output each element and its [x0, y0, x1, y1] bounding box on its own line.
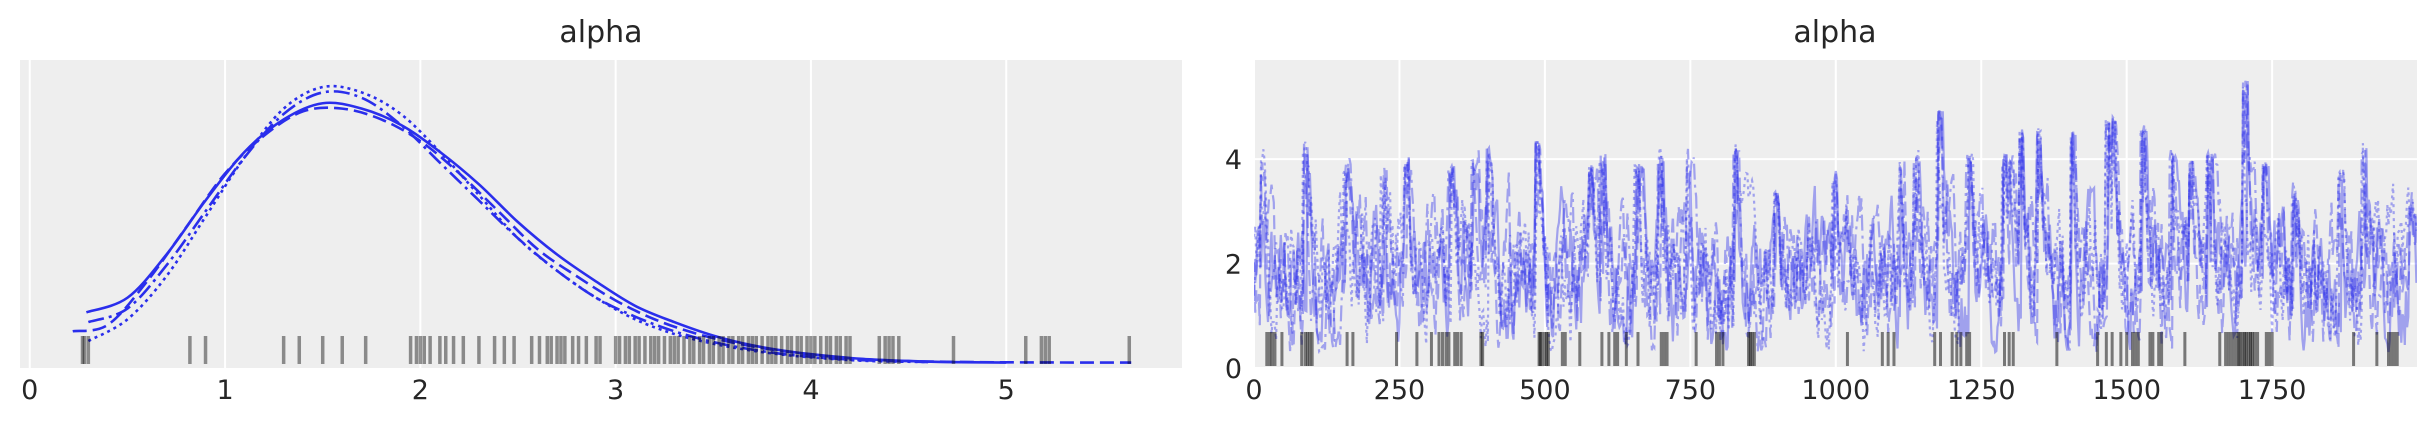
density-rug: [80, 336, 1132, 364]
trace-lines: [1254, 80, 2417, 356]
trace-y-tick-label: 4: [1225, 145, 1242, 176]
trace-chain-4: [1254, 81, 2417, 356]
trace-x-tick-label: 0: [1245, 375, 1262, 406]
density-curve-dotted: [87, 84, 929, 364]
density-gridlines: [28, 60, 1008, 368]
trace-x-tick-label: 250: [1374, 375, 1426, 406]
trace-y-tick-label: 0: [1225, 354, 1242, 385]
density-curve-dashdot: [87, 90, 929, 364]
density-x-tick-label: 4: [802, 375, 819, 406]
trace-x-tick-label: 1750: [2238, 375, 2307, 406]
trace-x-tick-label: 1500: [2092, 375, 2161, 406]
trace-y-tick-labels: 0 2 4: [1225, 145, 1242, 385]
trace-chain-1: [1254, 80, 2417, 355]
trace-y-tick-label: 2: [1225, 250, 1242, 281]
density-x-tick-label: 2: [412, 375, 429, 406]
trace-x-tick-label: 1000: [1801, 375, 1870, 406]
trace-x-tick-label: 1250: [1947, 375, 2016, 406]
trace-x-tick-label: 750: [1665, 375, 1717, 406]
density-x-tick-label: 0: [21, 375, 38, 406]
trace-panel: 0 250 500 750 1000 1250 1500 1750 0 2 4 alpha: [1225, 15, 2417, 406]
density-x-tick-label: 5: [998, 375, 1015, 406]
density-curves: [72, 84, 1132, 364]
trace-title: alpha: [1793, 15, 1876, 50]
trace-chain-3: [1254, 80, 2417, 354]
trace-chain-2: [1254, 83, 2417, 352]
density-plot-area: [20, 60, 1182, 368]
density-panel: 0 1 2 3 4 5 alpha: [20, 15, 1182, 406]
trace-rug: [1265, 332, 2399, 366]
density-x-tick-labels: 0 1 2 3 4 5: [21, 375, 1015, 406]
density-x-tick-label: 3: [607, 375, 624, 406]
density-x-tick-label: 1: [216, 375, 233, 406]
trace-x-tick-labels: 0 250 500 750 1000 1250 1500 1750: [1245, 375, 2306, 406]
trace-gridlines: [1253, 60, 2417, 369]
density-title: alpha: [559, 15, 642, 50]
trace-x-tick-label: 500: [1519, 375, 1571, 406]
